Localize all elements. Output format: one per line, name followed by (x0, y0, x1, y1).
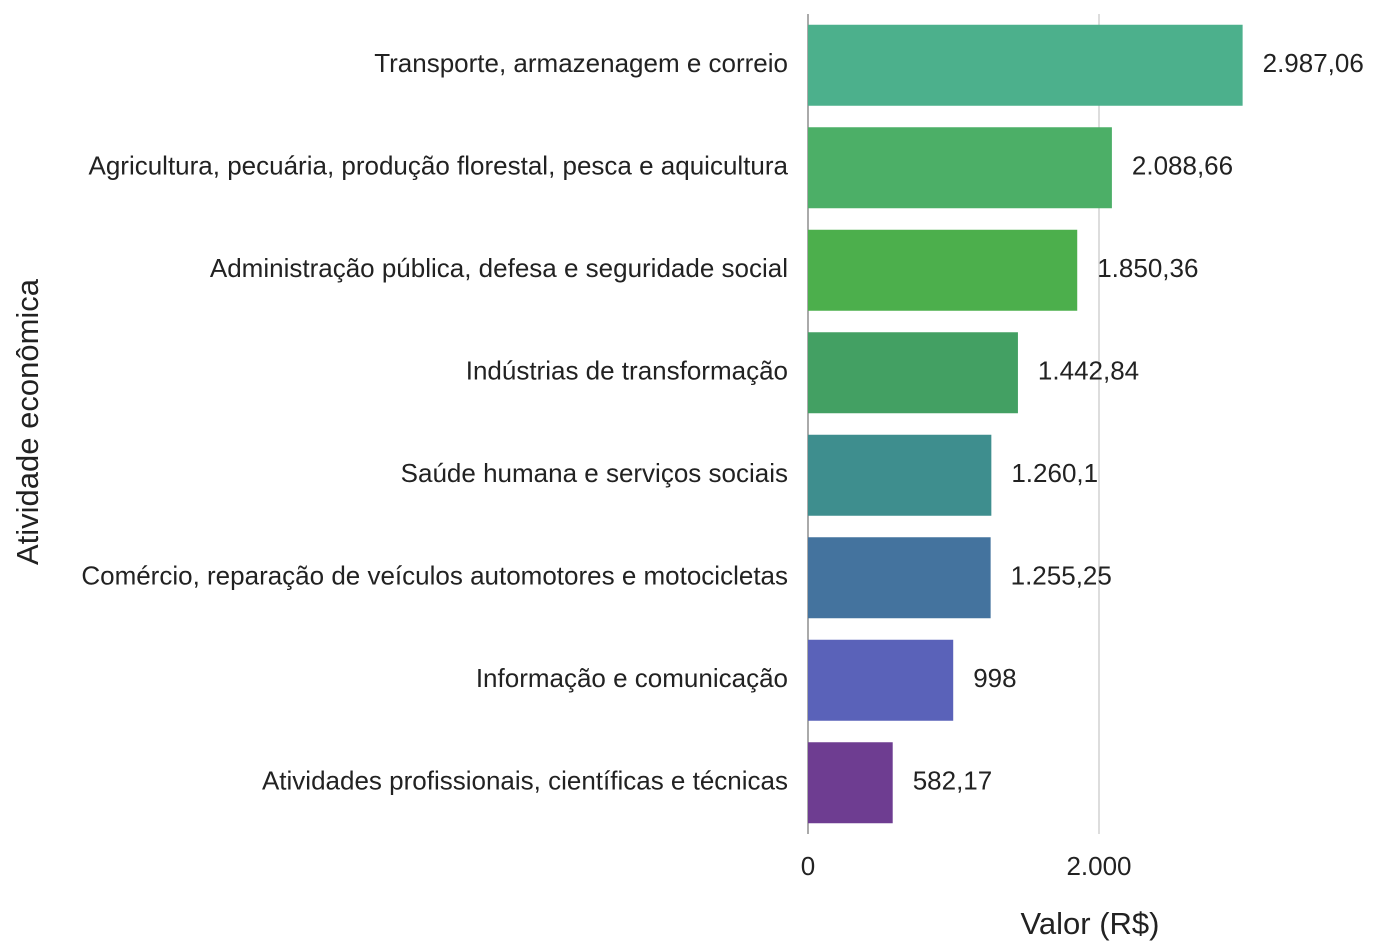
y-tick-label: Informação e comunicação (476, 663, 788, 693)
y-tick-label: Indústrias de transformação (466, 356, 788, 386)
bar (808, 332, 1018, 414)
value-label: 1.850,36 (1097, 253, 1198, 283)
y-axis-title: Atividade econômica (10, 278, 45, 565)
bar (808, 229, 1078, 311)
bar (808, 537, 991, 619)
y-tick-label: Administração pública, defesa e segurida… (210, 253, 788, 283)
bar (808, 434, 992, 516)
bar (808, 742, 893, 824)
value-label: 2.987,06 (1263, 48, 1364, 78)
x-tick-label: 0 (801, 851, 815, 881)
bar (808, 24, 1243, 106)
x-tick-label: 2.000 (1066, 851, 1131, 881)
value-label: 1.255,25 (1011, 561, 1112, 591)
y-tick-label: Comércio, reparação de veículos automoto… (81, 561, 788, 591)
value-label: 2.088,66 (1132, 151, 1233, 181)
value-label: 582,17 (913, 766, 993, 796)
y-tick-label: Atividades profissionais, científicas e … (262, 766, 788, 796)
value-label: 1.260,1 (1011, 458, 1098, 488)
y-tick-label: Transporte, armazenagem e correio (374, 48, 788, 78)
bar (808, 127, 1112, 209)
value-label: 998 (973, 663, 1016, 693)
bar (808, 639, 954, 721)
y-tick-label: Agricultura, pecuária, produção floresta… (88, 151, 788, 181)
value-label: 1.442,84 (1038, 356, 1139, 386)
x-axis-title: Valor (R$) (1021, 906, 1160, 941)
y-tick-label: Saúde humana e serviços sociais (401, 458, 788, 488)
